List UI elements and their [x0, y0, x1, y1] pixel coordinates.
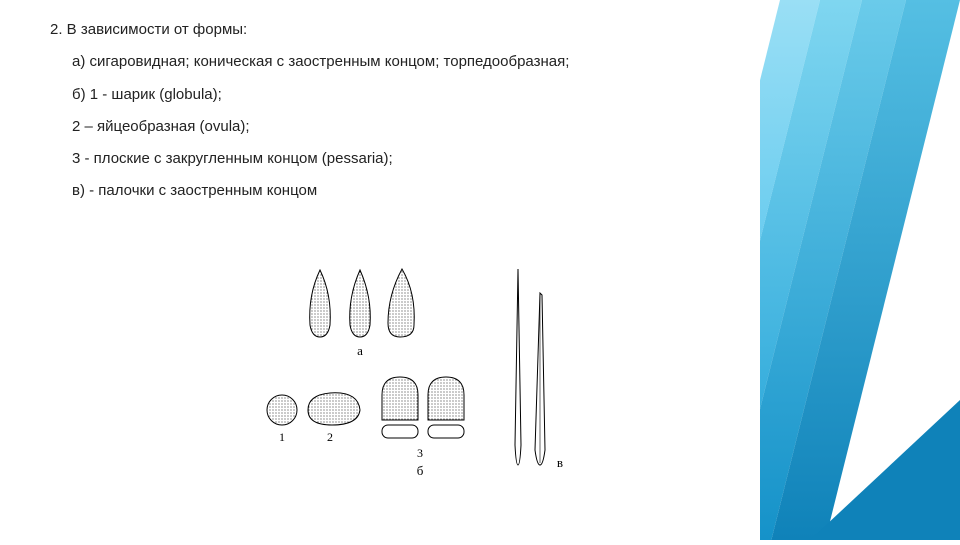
corner-decor	[760, 0, 960, 540]
label-v: в	[557, 455, 563, 470]
row-a: а	[310, 269, 415, 358]
label-b: б	[417, 463, 424, 478]
item-b3: 3 - плоские с закругленным концом (pessa…	[50, 149, 750, 169]
label-3: 3	[417, 446, 423, 460]
item-a: а) сигаровидная; коническая с заостренны…	[50, 52, 750, 72]
heading-line: 2. В зависимости от формы:	[50, 20, 750, 40]
shapes-figure: а 1 2 3 б в	[260, 265, 590, 495]
label-1: 1	[279, 430, 285, 444]
row-b: 1 2 3 б	[267, 377, 464, 478]
item-b2: 2 – яйцеобразная (ovula);	[50, 117, 750, 137]
label-2: 2	[327, 430, 333, 444]
row-v: в	[515, 269, 563, 470]
label-a: а	[357, 343, 363, 358]
item-b1: б) 1 - шарик (globula);	[50, 85, 750, 105]
item-c: в) - палочки с заостренным концом	[50, 181, 750, 201]
text-block: 2. В зависимости от формы: а) сигаровидн…	[50, 20, 750, 214]
